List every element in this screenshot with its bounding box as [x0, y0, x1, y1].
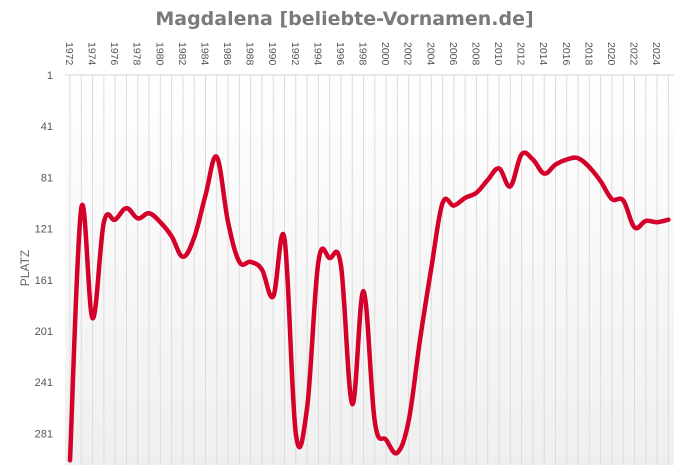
x-tick-label: 1994 [311, 42, 323, 66]
x-tick-label: 1990 [266, 42, 278, 66]
x-tick-label: 1996 [334, 42, 346, 66]
x-tick-label: 1986 [221, 42, 233, 66]
x-tick-label: 2020 [605, 42, 617, 66]
y-axis-ticks: 1 41 81 121 161 201 241 281 [35, 70, 53, 440]
x-tick-label: 1980 [153, 42, 165, 66]
y-tick-label: 121 [35, 224, 53, 236]
x-tick-label: 1972 [63, 42, 75, 66]
x-tick-label: 2002 [402, 42, 414, 66]
series-line-magdalena [67, 150, 671, 463]
x-tick-label: 2000 [379, 42, 391, 66]
x-tick-label: 1978 [131, 42, 143, 66]
x-tick-label: 1988 [244, 42, 256, 66]
x-tick-label: 2022 [628, 42, 640, 66]
y-tick-label: 1 [47, 70, 53, 82]
chart-title: Magdalena [beliebte-Vornamen.de] [155, 8, 534, 30]
y-tick-label: 241 [35, 377, 53, 389]
x-tick-label: 2018 [582, 42, 594, 66]
plot-area [65, 75, 674, 465]
x-tick-label: 1998 [357, 42, 369, 66]
y-tick-label: 281 [35, 428, 53, 440]
y-tick-label: 81 [41, 172, 53, 184]
y-tick-label: 41 [41, 121, 53, 133]
x-axis-ticks: 1972 1974 1976 1978 1980 1982 1984 1986 1988 1990… [63, 42, 662, 66]
x-tick-label: 1982 [176, 42, 188, 66]
x-tick-label: 1992 [289, 42, 301, 66]
x-tick-label: 2004 [424, 42, 436, 66]
x-tick-label: 2008 [469, 42, 481, 66]
x-tick-label: 2010 [492, 42, 504, 66]
x-tick-label: 2016 [560, 42, 572, 66]
x-tick-label: 2024 [650, 42, 662, 66]
x-tick-label: 1974 [86, 42, 98, 66]
x-tick-label: 2012 [515, 42, 527, 66]
x-tick-label: 1984 [198, 42, 210, 66]
x-tick-label: 2006 [447, 42, 459, 66]
y-tick-label: 161 [35, 275, 53, 287]
y-axis-label: PLATZ [18, 250, 32, 286]
x-tick-label: 1976 [108, 42, 120, 66]
x-tick-label: 2014 [537, 42, 549, 66]
y-tick-label: 201 [35, 326, 53, 338]
